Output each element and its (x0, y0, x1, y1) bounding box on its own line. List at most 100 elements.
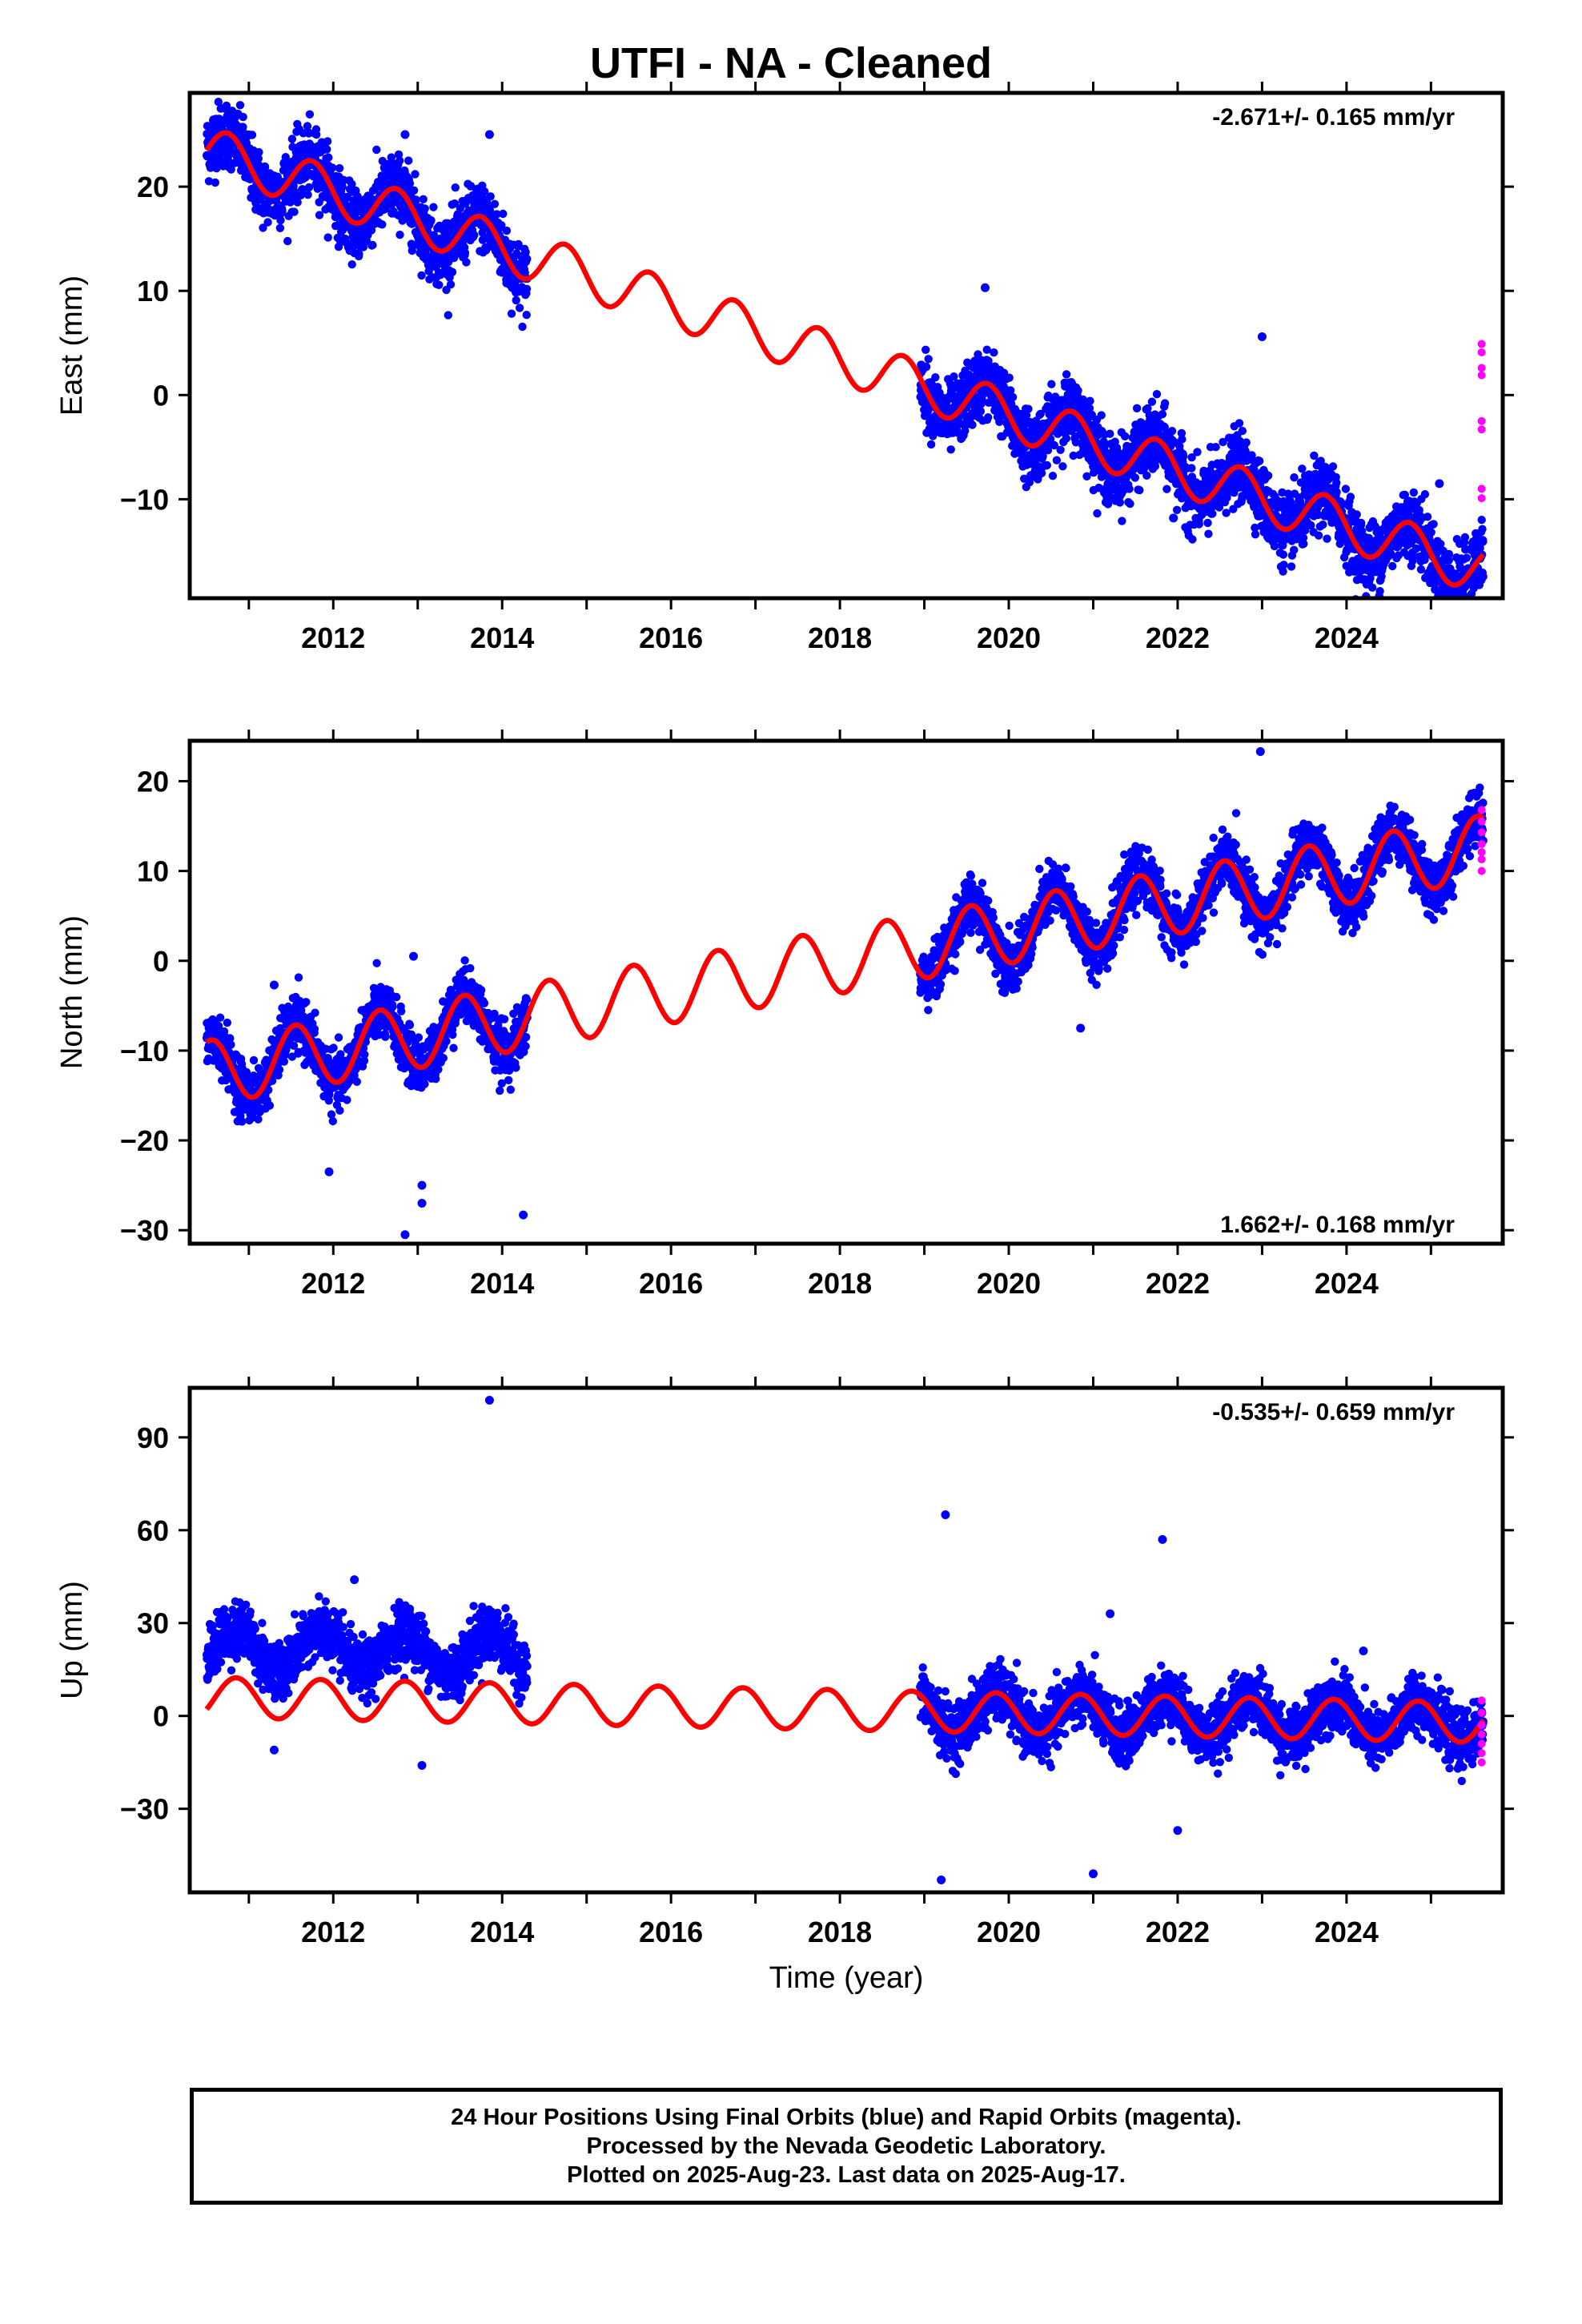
north-final-point (388, 1003, 397, 1011)
east-final-point (1479, 572, 1488, 581)
east-final-point (946, 445, 955, 454)
east-y-axis-label: East (mm) (55, 275, 89, 416)
east-final-point (931, 373, 940, 382)
east-final-point (1451, 602, 1459, 610)
east-final-point (387, 153, 396, 162)
east-final-point (1132, 404, 1142, 412)
east-final-point (1204, 529, 1213, 538)
east-final-point (239, 123, 247, 131)
east-final-point (323, 233, 332, 242)
north-final-point (249, 1055, 259, 1065)
east-final-point (1416, 565, 1426, 574)
east-final-point (1319, 521, 1327, 529)
east-final-point (1442, 604, 1450, 612)
east-final-point (260, 163, 270, 171)
east-final-point (1409, 488, 1419, 497)
east-final-point (1420, 490, 1430, 499)
east-final-point (211, 178, 219, 187)
east-final-point (1427, 528, 1435, 537)
east-final-point (378, 220, 387, 229)
north-final-point (311, 1008, 319, 1017)
east-final-point (1448, 617, 1456, 625)
east-final-point (982, 345, 991, 354)
east-final-point (394, 150, 404, 159)
east-final-point (1388, 561, 1397, 571)
chart-title: UTFI - NA - Cleaned (589, 39, 992, 87)
north-final-point (335, 1106, 344, 1115)
east-final-point (396, 231, 404, 239)
east-final-point (247, 131, 257, 139)
east-final-point (1279, 550, 1288, 559)
north-final-point (432, 1075, 440, 1084)
east-final-point (1178, 435, 1186, 444)
east-final-point (974, 350, 982, 359)
east-final-point (1298, 464, 1307, 473)
north-final-point (372, 959, 381, 967)
east-final-point (429, 203, 438, 211)
north-final-point (310, 1024, 319, 1034)
east-final-point (446, 280, 456, 289)
east-final-point (1314, 531, 1323, 540)
east-final-point (451, 183, 460, 192)
east-final-point (499, 209, 508, 219)
north-final-point (227, 1040, 235, 1049)
north-final-point (328, 1116, 337, 1126)
east-final-point (1255, 456, 1264, 465)
north-final-point (360, 1050, 369, 1059)
east-final-point (1263, 471, 1273, 480)
east-y-tick-label: 20 (137, 171, 169, 203)
east-final-point (1024, 404, 1033, 413)
east-x-tick-label: 2020 (977, 621, 1041, 654)
east-final-point (1193, 448, 1202, 456)
east-final-point (303, 122, 312, 131)
east-final-point (278, 207, 287, 215)
east-final-point (411, 170, 420, 179)
east-final-point (1375, 587, 1384, 596)
east-final-point (1238, 426, 1247, 436)
east-final-point (512, 296, 520, 305)
east-final-point (1005, 373, 1014, 382)
east-final-point (1160, 399, 1170, 408)
east-final-point (523, 255, 532, 263)
north-final-point (265, 1101, 275, 1110)
east-final-point (1444, 549, 1454, 559)
east-final-point (1442, 601, 1450, 609)
east-final-point (1062, 434, 1071, 443)
east-final-point (968, 420, 977, 429)
east-outlier-point (980, 283, 990, 292)
east-final-point (1142, 471, 1151, 480)
east-data-points (202, 98, 1488, 625)
east-final-point (1052, 456, 1062, 464)
east-final-point (1449, 612, 1457, 620)
east-final-point (1235, 419, 1244, 428)
east-final-point (404, 156, 413, 165)
north-final-point (302, 998, 311, 1007)
east-x-tick-label: 2016 (639, 621, 703, 654)
north-final-point (414, 1033, 424, 1042)
east-final-point (1323, 534, 1331, 543)
east-rapid-point (1477, 348, 1486, 356)
east-final-point (462, 258, 471, 267)
east-final-point (1479, 537, 1488, 546)
east-x-tick-label: 2012 (301, 621, 365, 654)
east-x-tick-label: 2018 (808, 621, 872, 654)
north-final-point (254, 1115, 263, 1124)
east-rapid-point (1477, 416, 1486, 425)
east-final-point (1457, 599, 1465, 607)
east-y-tick-label: 0 (153, 379, 169, 412)
east-final-point (486, 192, 495, 201)
east-final-point (1126, 499, 1134, 509)
east-final-point (1467, 613, 1475, 621)
east-final-point (984, 413, 993, 422)
east-final-point (1270, 541, 1279, 551)
east-x-tick-label: 2014 (470, 621, 534, 654)
east-final-point (1454, 603, 1462, 611)
east-final-point (347, 179, 356, 189)
east-final-point (926, 440, 936, 449)
east-final-point (276, 215, 285, 225)
east-final-point (368, 240, 377, 250)
east-final-point (1460, 533, 1470, 542)
east-final-point (1048, 472, 1058, 480)
east-final-point (1130, 473, 1140, 482)
east-final-point (1042, 460, 1052, 470)
